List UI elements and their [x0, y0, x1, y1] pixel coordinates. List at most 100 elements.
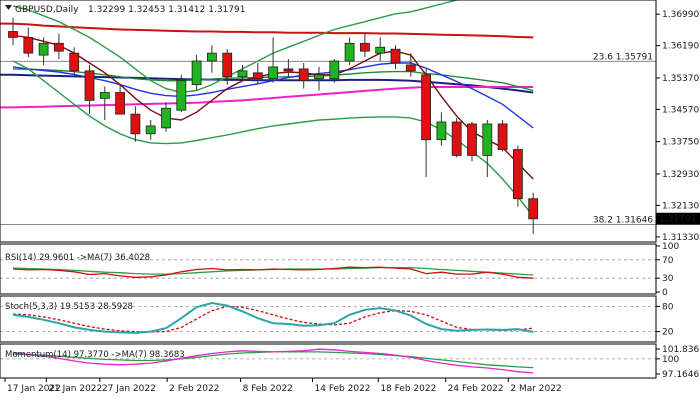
price-tick-label: 1.34570	[662, 105, 699, 115]
candle-body	[84, 70, 95, 101]
time-tick-label: 2 Feb 2022	[169, 384, 219, 394]
candle-body	[99, 92, 110, 99]
indicator-tick-label: 30	[662, 274, 674, 284]
dropdown-triangle-icon[interactable]	[5, 5, 12, 10]
candle[interactable]	[451, 118, 462, 158]
momentum-panel-frame	[0, 343, 657, 379]
candle[interactable]	[421, 68, 432, 178]
candle-body	[344, 42, 355, 62]
candle[interactable]	[84, 64, 95, 115]
candle[interactable]	[176, 74, 187, 113]
candle[interactable]	[191, 55, 202, 91]
price-tick-label: 1.35370	[662, 74, 699, 84]
current-price-box	[656, 212, 700, 225]
candle[interactable]	[54, 33, 64, 60]
candle[interactable]	[314, 66, 324, 91]
candle[interactable]	[375, 37, 386, 62]
indicator-tick-label: 70	[662, 256, 674, 266]
candle[interactable]	[161, 102, 171, 132]
candle-body	[69, 52, 80, 72]
candle[interactable]	[497, 120, 508, 152]
symbol-label: GBPUSD,Daily	[15, 5, 79, 15]
candle[interactable]	[206, 45, 217, 73]
time-tick-label: 21 Jan 2022	[48, 384, 102, 394]
rsi-panel-frame	[0, 243, 657, 295]
stoch-panel-frame	[0, 295, 657, 343]
fib-level-label: 38.2 1.31646	[593, 215, 653, 225]
candle[interactable]	[8, 17, 18, 46]
indicator-tick-label: 20	[662, 328, 674, 338]
candle-body	[497, 123, 508, 150]
indicator-tick-label: 100	[662, 355, 679, 365]
indicator-tick-label: 97.1646	[662, 370, 699, 380]
indicator-line	[12, 305, 534, 333]
candle-body	[467, 123, 477, 156]
candle[interactable]	[528, 192, 539, 234]
momentum-title: Momentum(14) 97.3770 ->MA(7) 98.3683	[5, 350, 185, 360]
candle-body	[176, 80, 187, 111]
candle[interactable]	[482, 120, 493, 178]
candle[interactable]	[390, 45, 401, 69]
candle-body	[23, 37, 34, 54]
price-tick-label: 1.32930	[662, 170, 699, 180]
time-tick-label: 17 Jan 2022	[7, 384, 61, 394]
candle-body	[268, 66, 279, 80]
ohlc-values: 1.32299 1.32453 1.31412 1.31791	[88, 5, 245, 15]
candle[interactable]	[252, 62, 263, 85]
candle[interactable]	[329, 59, 340, 83]
candle[interactable]	[405, 53, 416, 77]
price-tick-label: 1.32130	[662, 201, 699, 211]
overlay-line	[0, 86, 534, 109]
candle-body	[436, 121, 447, 141]
time-tick-label: 2 Mar 2022	[510, 384, 561, 394]
time-tick-label: 24 Feb 2022	[448, 384, 504, 394]
current-price-label: 1.31791	[659, 215, 696, 225]
indicator-tick-label: 0	[662, 288, 668, 298]
candle-body	[513, 149, 523, 200]
stoch-title: Stoch(5,3,3) 19.5153 28.5928	[5, 302, 133, 312]
candle[interactable]	[130, 106, 141, 142]
candle[interactable]	[513, 145, 523, 207]
candle[interactable]	[115, 84, 125, 115]
candle-body	[237, 70, 248, 78]
candle-body	[252, 72, 263, 80]
candle-body	[359, 42, 370, 52]
candle-body	[528, 198, 539, 220]
candle-body	[115, 92, 125, 115]
candle-body	[206, 52, 217, 62]
indicator-line	[12, 348, 534, 374]
candle[interactable]	[268, 37, 279, 83]
time-tick-label: 27 Jan 2022	[102, 384, 156, 394]
indicator-line	[12, 301, 534, 334]
candle-body	[54, 42, 64, 52]
candle[interactable]	[69, 47, 80, 77]
candle[interactable]	[38, 37, 49, 65]
candle-body	[222, 52, 233, 78]
candle[interactable]	[145, 120, 156, 140]
candle[interactable]	[436, 112, 447, 146]
candle-body	[329, 60, 340, 80]
candle-body	[191, 60, 202, 86]
main-panel-frame	[0, 0, 657, 243]
candle[interactable]	[99, 86, 110, 121]
price-tick-label: 1.36190	[662, 42, 699, 52]
overlay-line	[0, 22, 534, 39]
indicator-tick-label: 101.8365	[662, 345, 700, 355]
candle[interactable]	[23, 27, 34, 58]
overlay-line	[12, 60, 534, 217]
candle[interactable]	[359, 33, 370, 58]
candle[interactable]	[298, 62, 309, 89]
indicator-line	[12, 266, 534, 279]
candle[interactable]	[467, 122, 477, 162]
candle[interactable]	[283, 59, 294, 77]
candle[interactable]	[222, 49, 233, 85]
candle[interactable]	[344, 37, 355, 65]
candle-body	[390, 48, 401, 64]
candle-body	[130, 113, 141, 135]
candle-body	[161, 107, 171, 129]
indicator-tick-label: 80	[662, 302, 674, 312]
candle[interactable]	[237, 64, 248, 81]
